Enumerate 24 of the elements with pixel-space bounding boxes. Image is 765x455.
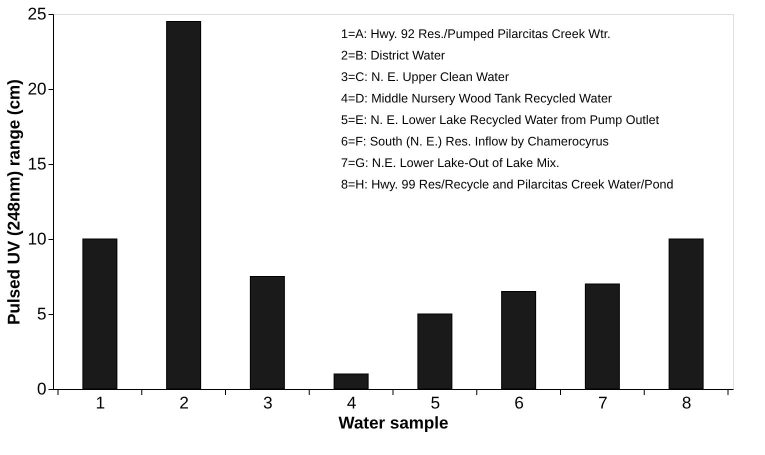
- annotation: 4=D: Middle Nursery Wood Tank Recycled Water: [341, 92, 612, 106]
- y-axis-title: Pulsed UV (248nm) range (cm): [4, 79, 24, 325]
- x-tick-label: 6: [514, 394, 524, 412]
- x-tick-label: 7: [598, 394, 608, 412]
- x-tick-label: 1: [96, 394, 106, 412]
- y-tick-label: 0: [37, 380, 46, 398]
- annotation: 7=G: N.E. Lower Lake-Out of Lake Mix.: [341, 156, 560, 170]
- annotation: 2=B: District Water: [341, 48, 446, 62]
- y-tick-label: 5: [37, 304, 46, 324]
- y-tick-label: 25: [28, 4, 46, 24]
- x-tick-label: 5: [430, 394, 440, 412]
- annotation: 1=A: Hwy. 92 Res./Pumped Pilarcitas Creek Wtr.: [341, 27, 611, 41]
- annotation: 3=C: N. E. Upper Clean Water: [341, 70, 510, 84]
- y-tick-label: 15: [28, 154, 46, 174]
- x-axis-title: Water sample: [338, 414, 448, 432]
- y-tick-label: 20: [28, 80, 46, 98]
- x-tick-label: 3: [263, 394, 273, 412]
- annotation: 8=H: Hwy. 99 Res/Recycle and Pilarcitas Creek Water/Pond: [341, 178, 674, 192]
- annotation: 6=F: South (N. E.) Res. Inflow by Chamerocyrus: [341, 134, 609, 148]
- x-tick-label: 8: [682, 394, 692, 412]
- x-tick-label: 2: [179, 394, 189, 412]
- annotation: 5=E: N. E. Lower Lake Recycled Water from Pump Outlet: [341, 113, 660, 127]
- x-tick-label: 4: [346, 394, 356, 412]
- y-tick-label: 10: [28, 230, 46, 248]
